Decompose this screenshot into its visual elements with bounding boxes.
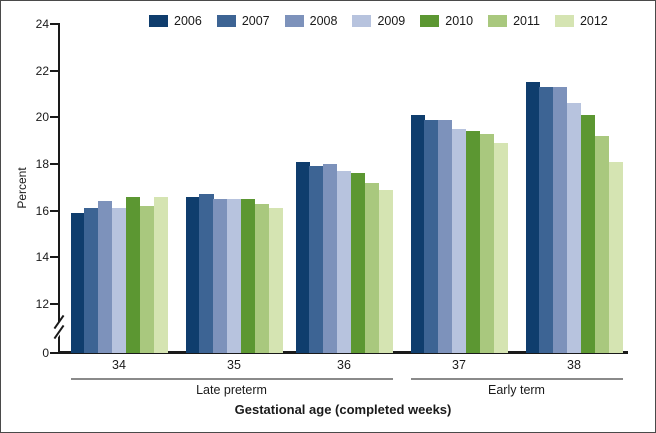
legend-item-2007: 2007 [216, 14, 270, 28]
x-tick-label-37: 37 [452, 358, 466, 372]
y-tick-mark [50, 69, 59, 72]
bar-38w-2011 [594, 136, 610, 353]
y-tick-label: 22 [35, 63, 49, 78]
legend-item-2010: 2010 [420, 14, 473, 28]
legend-year-label: 2010 [445, 14, 474, 28]
bar-37w-2010 [465, 131, 481, 353]
legend-year-label: 2006 [174, 14, 202, 28]
bar-35w-2011 [254, 203, 270, 353]
legend: 2006 2007 2008 2009 2010 2011 2012 [149, 14, 608, 28]
bar-38w-2007 [539, 87, 554, 353]
bar-36w-2006 [295, 161, 310, 353]
bar-34w-2006 [70, 213, 85, 353]
y-tick-label: 20 [35, 110, 49, 125]
y-tick-mark [50, 303, 59, 305]
x-tick-label-38: 38 [567, 358, 581, 372]
y-tick-mark [50, 163, 59, 166]
bar-36w-2010 [350, 173, 366, 353]
y-tick-mark [50, 23, 59, 26]
y-axis-line [58, 23, 60, 353]
bar-35w-2009 [227, 199, 242, 353]
bar-37w-2006 [410, 115, 425, 353]
legend-swatch-icon [352, 15, 372, 27]
bar-36w-2012 [378, 189, 393, 353]
bar-34w-2010 [125, 196, 141, 353]
legend-swatch-icon [284, 15, 304, 27]
y-tick-label: 0 [42, 346, 49, 360]
legend-swatch-icon [149, 15, 168, 27]
bar-35w-2008 [213, 199, 228, 353]
y-tick-label: 24 [35, 17, 49, 32]
legend-item-2008: 2008 [284, 14, 338, 28]
legend-item-2012: 2012 [554, 14, 608, 28]
legend-swatch-icon [488, 15, 508, 27]
legend-item-2011: 2011 [488, 14, 540, 28]
bar-38w-2008 [553, 87, 568, 353]
bar-38w-2006 [525, 82, 540, 353]
bar-34w-2008 [98, 201, 113, 353]
x-axis-title: Gestational age (completed weeks) [234, 402, 452, 417]
bar-38w-2010 [580, 115, 596, 353]
bar-35w-2007 [199, 194, 214, 353]
bar-36w-2007 [309, 166, 324, 353]
bar-37w-2009 [452, 129, 467, 353]
x-tick-label-35: 35 [227, 358, 241, 372]
y-tick-label: 16 [35, 203, 49, 218]
bar-34w-2009 [112, 208, 127, 353]
bar-38w-2009 [567, 103, 582, 353]
group-bracket-label: Late preterm [196, 383, 267, 397]
y-tick-mark [50, 209, 59, 212]
bar-37w-2007 [424, 119, 439, 353]
legend-swatch-icon [216, 15, 236, 27]
y-tick-label: 14 [35, 250, 49, 265]
y-tick-label: 18 [35, 157, 49, 172]
bar-36w-2009 [337, 171, 352, 353]
bar-34w-2007 [84, 208, 99, 353]
bar-37w-2008 [438, 119, 453, 353]
legend-item-2009: 2009 [352, 14, 405, 28]
x-tick-label-36: 36 [337, 358, 351, 372]
group-bracket-line [70, 378, 393, 380]
legend-item-2006: 2006 [149, 14, 202, 28]
legend-year-label: 2008 [309, 14, 338, 28]
legend-year-label: 2007 [241, 14, 270, 28]
legend-swatch-icon [420, 15, 440, 27]
y-axis-title: Percent [15, 167, 29, 209]
bar-35w-2012 [268, 208, 283, 353]
bar-35w-2010 [240, 199, 256, 353]
bar-37w-2011 [479, 133, 495, 353]
bar-36w-2008 [323, 164, 338, 353]
legend-year-label: 2009 [377, 14, 406, 28]
group-bracket-label: Early term [488, 383, 545, 397]
y-tick-mark [50, 352, 59, 354]
y-tick-mark [50, 256, 59, 259]
bar-34w-2012 [153, 196, 168, 353]
y-tick-label: 12 [35, 297, 49, 311]
legend-year-label: 2012 [579, 14, 608, 28]
y-tick-mark [50, 116, 59, 119]
legend-year-label: 2011 [513, 14, 540, 28]
bar-36w-2011 [364, 182, 380, 353]
bar-37w-2012 [493, 143, 508, 353]
group-bracket-line [410, 378, 623, 380]
bar-34w-2011 [139, 206, 155, 353]
bar-38w-2012 [608, 161, 623, 353]
bar-35w-2006 [185, 196, 200, 353]
legend-swatch-icon [554, 15, 574, 27]
x-tick-label-34: 34 [112, 358, 126, 372]
